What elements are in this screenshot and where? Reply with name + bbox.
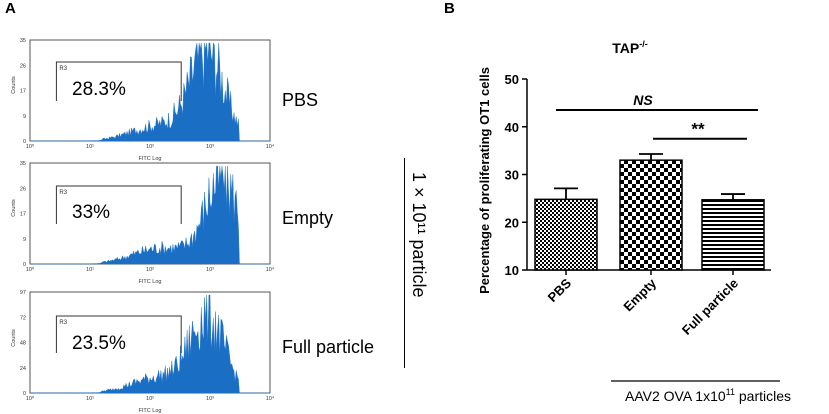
- y-tick-label: 9: [23, 237, 26, 243]
- gate-bracket: [55, 315, 182, 353]
- histogram-label-empty: Empty: [282, 208, 334, 228]
- histogram-label-pbs: PBS: [282, 90, 319, 110]
- y-tick-label: 26: [20, 63, 26, 69]
- y-tick-label: 26: [20, 186, 26, 192]
- x-tick-label: 10³: [206, 144, 214, 150]
- y-axis-label: Percentage of proliferating OT1 cells: [477, 67, 492, 294]
- gate-label: R3: [59, 190, 67, 196]
- bar-1: [619, 159, 683, 271]
- histogram-label-full-particle: Full particle: [282, 337, 375, 357]
- x-axis-label: FITC Log: [139, 279, 162, 285]
- y-axis-label: Counts: [11, 329, 17, 347]
- x-tick-label-1: Empty: [620, 275, 659, 314]
- gate-percent: 33%: [72, 202, 110, 223]
- dose-bracket-line: [404, 158, 405, 368]
- panel-b-letter: B: [444, 0, 455, 17]
- panel-a-letter: A: [5, 0, 16, 17]
- y-tick-label: 72: [20, 315, 26, 321]
- x-tick-label: 10²: [146, 144, 154, 150]
- x-axis-label: FITC Log: [139, 156, 162, 162]
- x-tick-label: 10⁴: [266, 143, 275, 150]
- y-tick-label: 35: [20, 38, 26, 44]
- y-tick-label: 0: [23, 262, 26, 268]
- bar-2: [701, 199, 765, 271]
- histogram-fill: [30, 294, 270, 394]
- chart-title-superscript: -/-: [639, 39, 648, 49]
- x-tick-label: 10²: [146, 267, 154, 273]
- histogram-stack: 0 9 17 26 35 10⁰ 10¹ 10² 10³ 10⁴ FITC Log Counts R3 2…: [11, 38, 275, 414]
- x-tick-label-2: Full particle: [679, 276, 741, 338]
- y-tick-label: 30: [505, 168, 519, 183]
- y-tick-label: 48: [20, 341, 26, 347]
- dose-label: 1 × 10¹¹ particle: [409, 172, 429, 298]
- x-tick-label: 10⁰: [26, 395, 35, 402]
- y-tick-label: 40: [505, 120, 519, 135]
- y-axis-label: Counts: [11, 199, 17, 217]
- y-tick-label: 9: [23, 114, 26, 120]
- x-tick-label: 10¹: [86, 267, 94, 273]
- gate-percent: 23.5%: [72, 333, 126, 354]
- y-tick-label: 17: [20, 89, 26, 95]
- y-tick-label: 10: [505, 263, 519, 278]
- y-tick-label: 97: [20, 290, 26, 296]
- histogram-1: 0 9 17 26 35 10⁰ 10¹ 10² 10³ 10⁴ FITC Log Counts R3 3…: [11, 161, 275, 285]
- x-axis-label: FITC Log: [139, 408, 162, 414]
- x-tick-label: 10³: [206, 396, 214, 402]
- histogram-fill: [30, 42, 270, 142]
- y-tick-label: 35: [20, 161, 26, 167]
- y-tick-label: 17: [20, 212, 26, 218]
- gate-bracket: [55, 185, 182, 224]
- x-tick-label: 10⁰: [26, 266, 35, 273]
- y-axis-label: Counts: [11, 76, 17, 94]
- x-tick-label: 10⁴: [266, 266, 275, 273]
- gate-bracket: [55, 61, 182, 101]
- gate-label: R3: [59, 66, 67, 72]
- y-tick-label: 24: [20, 366, 26, 372]
- x-tick-label: 10²: [146, 396, 154, 402]
- x-axis-label-tail: particles: [735, 388, 791, 404]
- chart-title: TAP-/-: [612, 39, 647, 56]
- x-tick-label: 10¹: [86, 396, 94, 402]
- bar-0: [534, 198, 598, 271]
- x-tick-label: 10¹: [86, 144, 94, 150]
- y-tick-label: 0: [23, 139, 26, 145]
- y-tick-label: 20: [505, 215, 519, 230]
- x-axis-label: AAV2 OVA 1x1011 particles: [625, 387, 791, 404]
- gate-percent: 28.3%: [72, 79, 126, 100]
- sig-label-ns: NS: [633, 92, 653, 108]
- x-tick-label-0: PBS: [545, 275, 575, 305]
- bar-chart: TAP-/- Percentage of proliferating OT1 ce…: [477, 39, 791, 404]
- y-tick-label: 0: [23, 391, 26, 397]
- sig-label-star: **: [691, 120, 705, 139]
- y-tick-label: 50: [505, 72, 519, 87]
- x-tick-label: 10⁴: [266, 395, 275, 402]
- x-tick-label: 10⁰: [26, 143, 35, 150]
- gate-label: R3: [59, 320, 67, 326]
- x-tick-label: 10³: [206, 267, 214, 273]
- histogram-0: 0 9 17 26 35 10⁰ 10¹ 10² 10³ 10⁴ FITC Log Counts R3 2…: [11, 38, 275, 162]
- x-axis-label-superscript: 11: [726, 387, 735, 397]
- histogram-2: 0 24 48 72 97 10⁰ 10¹ 10² 10³ 10⁴ FITC Log Counts R3…: [11, 290, 275, 414]
- histogram-fill: [30, 165, 270, 265]
